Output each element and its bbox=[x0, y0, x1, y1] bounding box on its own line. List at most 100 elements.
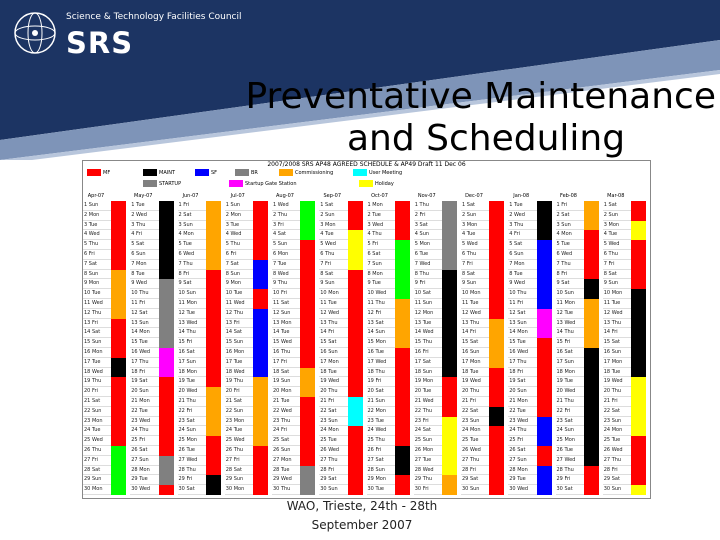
day-cell: 14 Sun bbox=[366, 328, 395, 339]
day-cell: 9 Tue bbox=[366, 279, 395, 290]
day-cell: 15 Sat bbox=[461, 338, 490, 348]
day-cell: 4 Fri bbox=[130, 230, 159, 241]
day-cell: 26 Sat bbox=[130, 446, 159, 456]
schedule-block bbox=[111, 446, 127, 486]
day-cell: 2 Sat bbox=[177, 211, 206, 221]
day-cell: 28 Sun bbox=[366, 466, 395, 476]
day-cell: 30 Wed bbox=[508, 485, 537, 495]
day-cell: 17 Mon bbox=[602, 358, 632, 368]
day-cell: 17 Tue bbox=[83, 358, 112, 368]
day-cell: 4 Sun bbox=[413, 230, 443, 241]
day-cell: 20 Wed bbox=[177, 387, 206, 397]
day-cell: 18 Wed bbox=[83, 368, 112, 378]
day-cell: 2 Sat bbox=[555, 211, 584, 221]
day-cell: 3 Mon bbox=[319, 221, 348, 231]
schedule-block bbox=[583, 416, 599, 466]
day-cell: 14 Fri bbox=[461, 328, 490, 339]
day-cell: 17 Sat bbox=[413, 358, 443, 368]
schedule-block bbox=[111, 318, 127, 358]
day-cell: 7 Sun bbox=[366, 260, 395, 270]
day-cell: 2 Mon bbox=[224, 211, 254, 221]
day-cell: 6 Fri bbox=[224, 250, 254, 260]
footer-line-1: WAO, Trieste, 24th - 28th bbox=[286, 499, 438, 513]
day-cell: 17 Thu bbox=[508, 358, 537, 368]
day-cell: 13 Thu bbox=[602, 319, 632, 329]
day-cell: 22 Sat bbox=[461, 407, 490, 417]
schedule-block bbox=[631, 289, 647, 319]
day-cell: 27 Thu bbox=[602, 456, 632, 466]
day-cell: 30 Fri bbox=[413, 485, 443, 495]
day-cell: 1 Fri bbox=[555, 201, 584, 211]
day-cell: 4 Tue bbox=[319, 230, 348, 241]
day-cell: 8 Tue bbox=[130, 270, 159, 280]
day-cell: 16 Wed bbox=[130, 348, 159, 358]
slide-footer: WAO, Trieste, 24th - 28th September 2007 bbox=[272, 497, 452, 535]
day-cell: 24 Sat bbox=[413, 426, 443, 437]
day-cell: 29 Thu bbox=[413, 475, 443, 486]
day-cell: 14 Mon bbox=[130, 328, 159, 339]
day-cell: 19 Sun bbox=[272, 377, 301, 388]
legend-label: SF bbox=[211, 170, 218, 176]
day-cell: 23 Thu bbox=[272, 417, 301, 427]
day-cell: 28 Fri bbox=[602, 466, 632, 476]
day-cell: 27 Thu bbox=[461, 456, 490, 466]
day-cell: 23 Sun bbox=[461, 417, 490, 427]
slide-title: Preventative Maintenance and Scheduling bbox=[196, 76, 716, 160]
legend-label: Startup Gate Station bbox=[245, 181, 297, 187]
schedule-block bbox=[158, 455, 174, 486]
day-cell: 12 Wed bbox=[461, 309, 490, 319]
day-cell: 17 Sun bbox=[555, 358, 584, 368]
day-cell: 11 Wed bbox=[83, 299, 112, 309]
legend-swatch bbox=[143, 180, 157, 187]
day-cell: 3 Sun bbox=[555, 221, 584, 231]
day-cell: 8 Sat bbox=[461, 270, 490, 280]
day-cell: 13 Thu bbox=[319, 319, 348, 329]
schedule-block bbox=[111, 377, 127, 446]
day-cell: 30 Tue bbox=[366, 485, 395, 495]
day-cell: 23 Sat bbox=[177, 417, 206, 427]
day-cell: 12 Wed bbox=[319, 309, 348, 319]
day-cell: 18 Tue bbox=[602, 368, 632, 378]
day-cell: 4 Mon bbox=[555, 230, 584, 241]
day-cell: 3 Thu bbox=[130, 221, 159, 231]
day-cell: 10 Tue bbox=[83, 289, 112, 299]
day-cell: 25 Mon bbox=[555, 436, 584, 446]
day-cell: 10 Sat bbox=[413, 289, 443, 299]
day-cell: 30 Thu bbox=[272, 485, 301, 495]
schedule-block bbox=[205, 348, 221, 388]
day-cell: 13 Mon bbox=[272, 319, 301, 329]
day-cell: 7 Mon bbox=[508, 260, 537, 270]
day-cell: 9 Sun bbox=[602, 279, 632, 290]
day-cell: 20 Sat bbox=[366, 387, 395, 397]
legend-item: Holiday bbox=[359, 180, 394, 189]
day-cell: 3 Sun bbox=[177, 221, 206, 231]
day-cell: 4 Mon bbox=[177, 230, 206, 241]
legend-swatch bbox=[359, 180, 373, 187]
day-cell: 6 Sun bbox=[130, 250, 159, 260]
schedule-block bbox=[205, 436, 221, 476]
schedule-block bbox=[583, 201, 599, 231]
day-cell: 21 Thu bbox=[177, 397, 206, 407]
day-cell: 7 Mon bbox=[130, 260, 159, 270]
schedule-block bbox=[536, 201, 552, 241]
day-cell: 29 Sun bbox=[83, 475, 112, 486]
day-cell: 5 Thu bbox=[83, 240, 112, 250]
day-cell: 11 Fri bbox=[508, 299, 537, 309]
legend-label: Holiday bbox=[375, 181, 394, 187]
day-cell: 21 Mon bbox=[508, 397, 537, 407]
day-cell: 3 Tue bbox=[83, 221, 112, 231]
day-cell: 1 Thu bbox=[413, 201, 443, 211]
day-cell: 25 Thu bbox=[366, 436, 395, 446]
day-cell: 26 Wed bbox=[602, 446, 632, 456]
day-cell: 16 Sun bbox=[602, 348, 632, 358]
day-cell: 25 Fri bbox=[508, 436, 537, 446]
day-cell: 15 Thu bbox=[413, 338, 443, 348]
day-cell: 3 Sat bbox=[413, 221, 443, 231]
day-cell: 11 Tue bbox=[461, 299, 490, 309]
day-cell: 21 Sat bbox=[224, 397, 254, 407]
schedule-block bbox=[111, 269, 127, 319]
day-cell: 12 Tue bbox=[177, 309, 206, 319]
day-cell: 26 Tue bbox=[555, 446, 584, 456]
day-cell: 22 Fri bbox=[177, 407, 206, 417]
day-cell: 29 Fri bbox=[555, 475, 584, 486]
